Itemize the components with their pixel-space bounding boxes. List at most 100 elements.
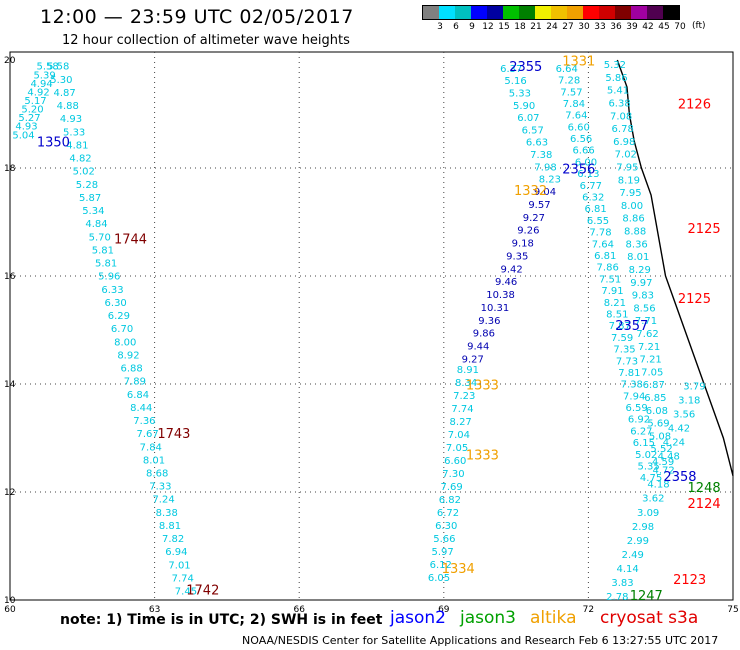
- wave-height-value: 5.41: [607, 86, 629, 97]
- pass-time-label: 1248: [688, 481, 721, 496]
- scale-tick-label: 3: [437, 22, 443, 32]
- wave-height-value: 9.26: [517, 226, 539, 237]
- wave-height-value: 6.55: [587, 216, 609, 227]
- wave-height-value: 8.81: [159, 521, 181, 532]
- wave-height-value: 4.92: [27, 87, 49, 98]
- scale-tick-label: 18: [514, 22, 526, 32]
- scale-swatch: [455, 6, 471, 19]
- scale-swatch: [439, 6, 455, 19]
- wave-height-value: 5.58: [47, 62, 69, 73]
- wave-height-value: 7.35: [613, 345, 635, 356]
- pass-time-label: 2357: [615, 319, 648, 334]
- wave-height-value: 6.33: [101, 285, 123, 296]
- wave-height-value: 7.45: [175, 587, 197, 598]
- scale-swatch: [615, 6, 631, 19]
- scale-tick-label: 12: [482, 22, 494, 32]
- wave-height-value: 2.98: [632, 522, 654, 533]
- wave-height-value: 7.98: [534, 162, 556, 173]
- wave-height-value: 3.56: [673, 409, 695, 420]
- wave-height-value: 6.05: [428, 573, 450, 584]
- color-scale-labels: 3 6 9 12 15 18 21 24 27 30 33 36 39 42 45 70: [422, 20, 686, 34]
- pass-time-label: 1334: [442, 562, 475, 577]
- wave-height-value: 5.87: [79, 193, 101, 204]
- legend-jason3: jason3: [460, 608, 516, 628]
- wave-height-value: 5.81: [95, 259, 117, 270]
- legend-altika: altika: [530, 608, 577, 628]
- scale-tick-label: 24: [546, 22, 558, 32]
- lon-tick-label: 69: [438, 605, 450, 615]
- wave-height-value: 5.34: [82, 206, 104, 217]
- lon-tick-label: 63: [149, 605, 160, 615]
- wave-height-value: 7.30: [442, 469, 464, 480]
- wave-height-value: 5.17: [24, 96, 46, 107]
- wave-height-value: 6.59: [625, 403, 647, 414]
- pass-time-label: 2125: [678, 292, 711, 307]
- scale-tick-label: 30: [578, 22, 590, 32]
- wave-height-value: 4.94: [30, 79, 52, 90]
- wave-height-value: 8.27: [450, 417, 472, 428]
- wave-height-value: 6.57: [522, 125, 544, 136]
- lon-tick-label: 75: [727, 605, 738, 615]
- wave-height-value: 3.62: [642, 494, 664, 505]
- wave-height-value: 7.33: [149, 482, 171, 493]
- wave-height-value: 7.84: [563, 99, 585, 110]
- scale-swatch: [551, 6, 567, 19]
- scale-tick-label: 70: [674, 22, 686, 32]
- legend-jason2: jason2: [390, 608, 446, 628]
- wave-height-value: 7.74: [451, 404, 473, 415]
- wave-height-value: 8.44: [130, 403, 152, 414]
- scale-tick-label: 6: [453, 22, 459, 32]
- wave-height-value: 6.87: [643, 380, 665, 391]
- wave-height-value: 7.81: [618, 368, 640, 379]
- scale-swatch: [503, 6, 519, 19]
- wave-height-value: 3.83: [611, 578, 633, 589]
- wave-height-value: 5.81: [92, 245, 114, 256]
- pass-time-label: 1742: [186, 584, 219, 599]
- lat-tick-label: 10: [4, 596, 16, 606]
- wave-height-value: 2.78: [606, 592, 628, 603]
- wave-height-value: 8.01: [143, 455, 165, 466]
- wave-height-value: 5.69: [647, 419, 669, 430]
- scale-tick-label: 21: [530, 22, 542, 32]
- wave-height-value: 5.39: [33, 70, 55, 81]
- scale-swatch: [471, 6, 487, 19]
- wave-height-value: 7.78: [589, 228, 611, 239]
- scale-swatch: [567, 6, 583, 19]
- scale-tick-label: 9: [469, 22, 475, 32]
- wave-height-value: 9.46: [495, 277, 517, 288]
- wave-height-value: 5.33: [63, 127, 85, 138]
- wave-height-value: 9.86: [473, 329, 495, 340]
- wave-height-value: 7.28: [558, 76, 580, 87]
- wave-height-value: 6.56: [570, 134, 592, 145]
- wave-height-value: 6.30: [105, 298, 127, 309]
- wave-height-value: 4.93: [60, 114, 82, 125]
- wave-height-value: 6.00: [575, 157, 597, 168]
- lon-tick-label: 66: [293, 605, 305, 615]
- wave-height-value: 4.14: [616, 564, 638, 575]
- wave-height-value: 5.02: [635, 450, 657, 461]
- wave-height-value: 6.60: [444, 456, 466, 467]
- wave-height-value: 6.72: [437, 508, 459, 519]
- pass-time-label: 1332: [514, 184, 547, 199]
- wave-height-value: 5.97: [431, 547, 453, 558]
- footer-note: note: 1) Time is in UTC; 2) SWH is in fe…: [60, 612, 383, 628]
- wave-height-value: 3.09: [637, 508, 659, 519]
- wave-height-value: 9.42: [501, 264, 523, 275]
- wave-height-value: 5.30: [50, 75, 72, 86]
- wave-height-value: 6.70: [111, 324, 133, 335]
- wave-height-value: 4.75: [640, 473, 662, 484]
- wave-height-value: 9.83: [632, 291, 654, 302]
- wave-height-value: 3.79: [683, 381, 705, 392]
- wave-height-value: 7.38: [621, 380, 643, 391]
- scale-swatch: [599, 6, 615, 19]
- wave-height-value: 4.81: [66, 140, 88, 151]
- wave-height-value: 4.48: [658, 452, 680, 463]
- wave-height-value: 9.18: [512, 239, 534, 250]
- lon-tick-label: 60: [4, 605, 16, 615]
- pass-time-label: 2358: [663, 470, 696, 485]
- wave-height-value: 6.37: [500, 64, 522, 75]
- lat-tick-label: 18: [4, 164, 16, 174]
- wave-height-value: 5.28: [76, 180, 98, 191]
- wave-height-value: 4.88: [57, 101, 79, 112]
